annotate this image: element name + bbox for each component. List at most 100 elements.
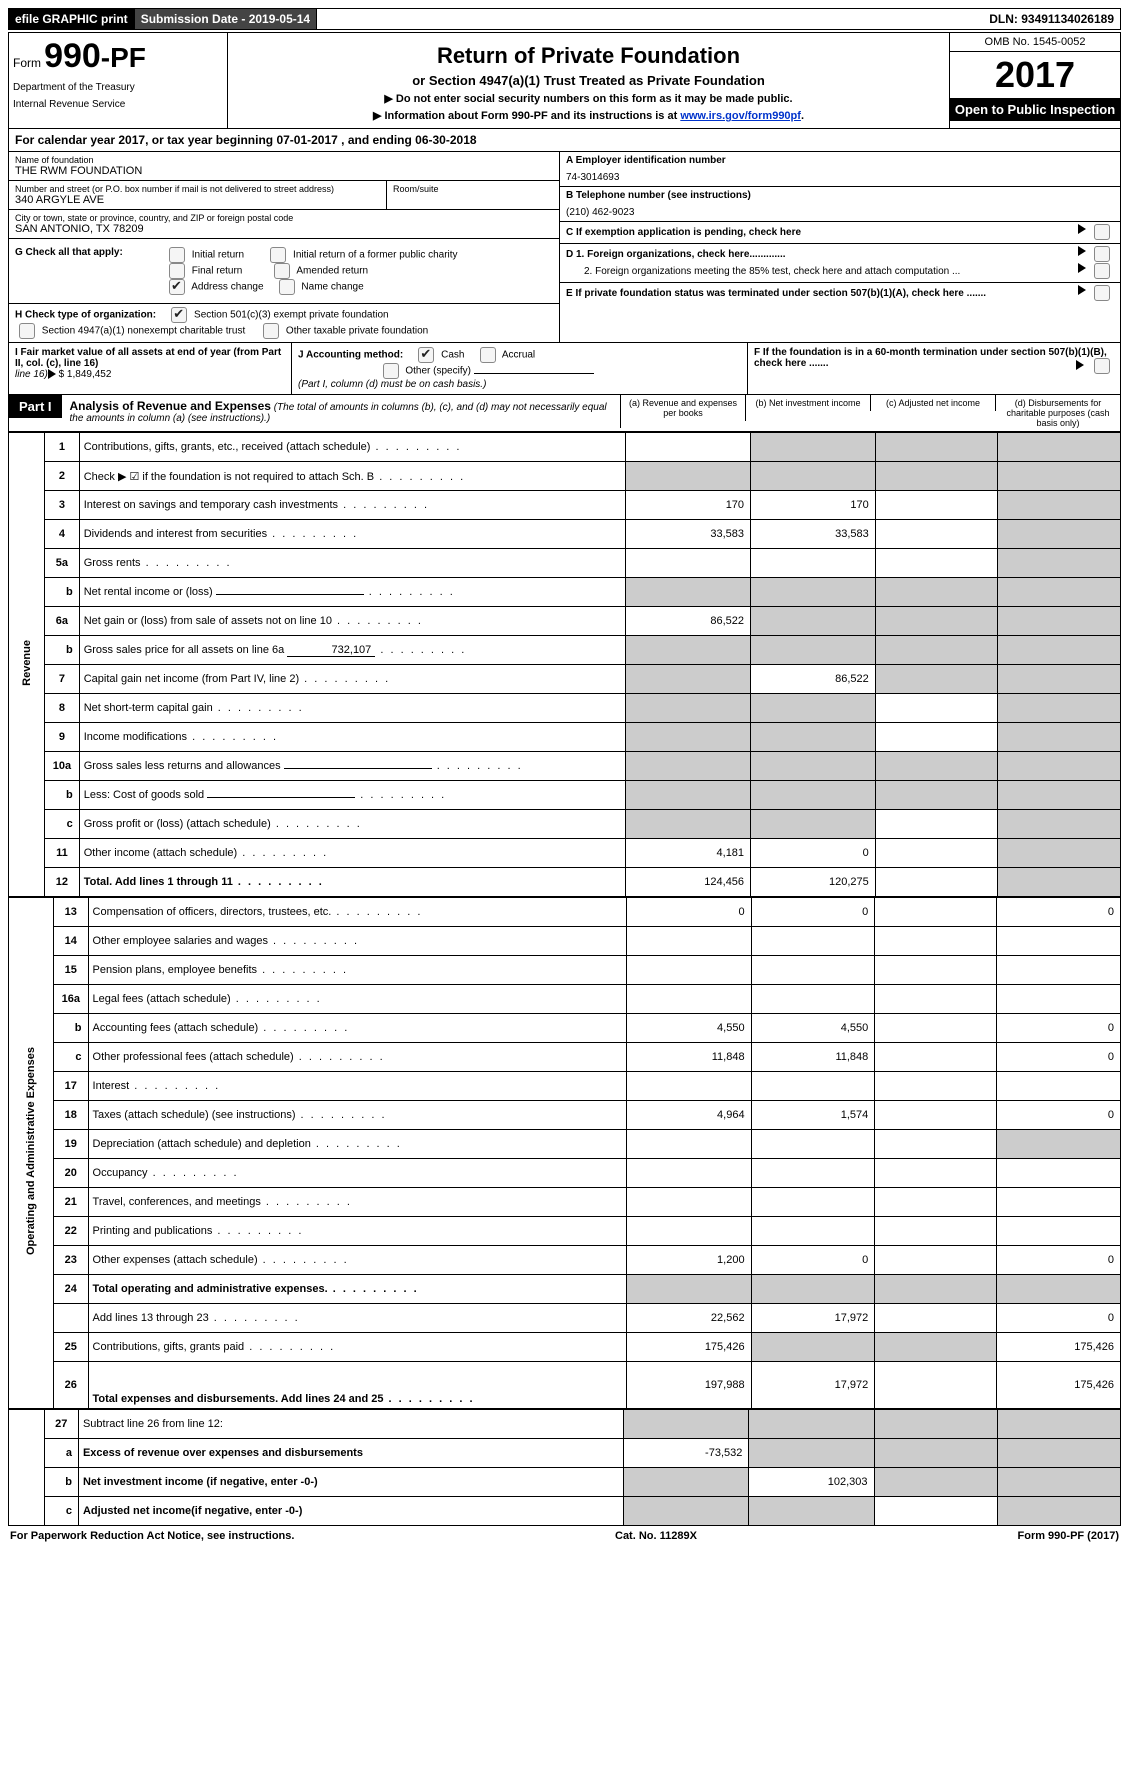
- spacer: [9, 1410, 45, 1526]
- amount-cell: 0: [996, 1246, 1120, 1275]
- irs-link[interactable]: www.irs.gov/form990pf: [680, 110, 801, 122]
- amount-cell: [749, 1410, 874, 1439]
- amount-cell: [751, 1275, 875, 1304]
- arrow-icon: [1078, 224, 1086, 234]
- table-row: 22Printing and publications: [9, 1217, 1121, 1246]
- amount-cell: [998, 462, 1121, 491]
- amount-cell: [875, 927, 997, 956]
- initial-former-checkbox[interactable]: [270, 247, 286, 263]
- line-number: b: [45, 636, 80, 665]
- amount-cell: 175,426: [996, 1333, 1120, 1362]
- amount-cell: [751, 636, 876, 665]
- amount-cell: 175,426: [627, 1333, 751, 1362]
- opt-address-change: Address change: [191, 282, 263, 293]
- line-desc: Total. Add lines 1 through 11: [79, 868, 626, 897]
- line-desc: Other professional fees (attach schedule…: [88, 1043, 627, 1072]
- amount-cell: [626, 462, 751, 491]
- 501c3-checkbox[interactable]: [171, 307, 187, 323]
- name-change-checkbox[interactable]: [279, 279, 295, 295]
- other-method-checkbox[interactable]: [383, 363, 399, 379]
- identity-grid: Name of foundation THE RWM FOUNDATION Nu…: [8, 152, 1121, 343]
- amount-cell: 197,988: [627, 1362, 751, 1409]
- open-public-badge: Open to Public Inspection: [950, 98, 1120, 121]
- opt-other-taxable: Other taxable private foundation: [286, 326, 428, 337]
- amount-cell: 4,550: [627, 1014, 751, 1043]
- table-row: 27Subtract line 26 from line 12:: [9, 1410, 1121, 1439]
- amended-return-checkbox[interactable]: [274, 263, 290, 279]
- line-number: 17: [54, 1072, 89, 1101]
- amount-cell: 17,972: [751, 1304, 875, 1333]
- amount-cell: [874, 1497, 997, 1526]
- dept-treasury: Department of the Treasury: [13, 82, 223, 93]
- top-bar: efile GRAPHIC print Submission Date - 20…: [8, 8, 1121, 30]
- amount-cell: 11,848: [751, 1043, 875, 1072]
- 4947-checkbox[interactable]: [19, 323, 35, 339]
- name-label: Name of foundation: [15, 155, 553, 165]
- line-number: 13: [54, 898, 89, 927]
- line-number: c: [54, 1043, 89, 1072]
- line-number: 11: [45, 839, 80, 868]
- amount-cell: [875, 1275, 997, 1304]
- amount-cell: [875, 1246, 997, 1275]
- c-checkbox[interactable]: [1094, 224, 1110, 240]
- amount-cell: 0: [996, 1014, 1120, 1043]
- amount-cell: [751, 752, 876, 781]
- table-row: 23Other expenses (attach schedule)1,2000…: [9, 1246, 1121, 1275]
- amount-cell: [751, 1072, 875, 1101]
- amount-cell: [998, 549, 1121, 578]
- fmv-value: $ 1,849,452: [59, 369, 112, 380]
- f-checkbox[interactable]: [1094, 358, 1110, 374]
- amount-cell: 33,583: [751, 520, 876, 549]
- d2-checkbox[interactable]: [1094, 263, 1110, 279]
- amount-cell: 17,972: [751, 1362, 875, 1409]
- initial-return-checkbox[interactable]: [169, 247, 185, 263]
- line-desc: Compensation of officers, directors, tru…: [88, 898, 627, 927]
- amount-cell: 170: [626, 491, 751, 520]
- line-number: [54, 1304, 89, 1333]
- amount-cell: 4,181: [626, 839, 751, 868]
- tax-year: 2017: [950, 52, 1120, 98]
- d1-checkbox[interactable]: [1094, 246, 1110, 262]
- foundation-name-cell: Name of foundation THE RWM FOUNDATION: [9, 152, 559, 181]
- amount-cell: 124,456: [626, 868, 751, 897]
- cash-checkbox[interactable]: [418, 347, 434, 363]
- amount-cell: [751, 927, 875, 956]
- line-number: 23: [54, 1246, 89, 1275]
- amount-cell: [996, 1130, 1120, 1159]
- line-number: 24: [54, 1275, 89, 1304]
- c-label: C If exemption application is pending, c…: [566, 227, 801, 238]
- amount-cell: [998, 810, 1121, 839]
- opt-other-method: Other (specify): [405, 366, 471, 377]
- opt-4947: Section 4947(a)(1) nonexempt charitable …: [42, 326, 245, 337]
- table-row: aExcess of revenue over expenses and dis…: [9, 1439, 1121, 1468]
- amount-cell: [875, 607, 998, 636]
- amount-cell: [874, 1410, 997, 1439]
- amount-cell: [751, 1159, 875, 1188]
- amount-cell: 0: [996, 1043, 1120, 1072]
- opt-final: Final return: [192, 266, 243, 277]
- line-desc: Total expenses and disbursements. Add li…: [88, 1362, 627, 1409]
- line-desc: Legal fees (attach schedule): [88, 985, 627, 1014]
- col-a-head: (a) Revenue and expenses per books: [621, 395, 746, 421]
- line-number: b: [54, 1014, 89, 1043]
- paperwork-notice: For Paperwork Reduction Act Notice, see …: [10, 1530, 294, 1542]
- table-row: bGross sales price for all assets on lin…: [9, 636, 1121, 665]
- opt-amended: Amended return: [296, 266, 368, 277]
- other-taxable-checkbox[interactable]: [263, 323, 279, 339]
- line-number: 20: [54, 1159, 89, 1188]
- line-number: 5a: [45, 549, 80, 578]
- line-desc: Add lines 13 through 23: [88, 1304, 627, 1333]
- amount-cell: [875, 665, 998, 694]
- accrual-checkbox[interactable]: [480, 347, 496, 363]
- final-return-checkbox[interactable]: [169, 263, 185, 279]
- amount-cell: [996, 956, 1120, 985]
- amount-cell: [627, 1217, 751, 1246]
- address-change-checkbox[interactable]: [169, 279, 185, 295]
- amount-cell: [624, 1410, 749, 1439]
- line-desc: Contributions, gifts, grants, etc., rece…: [79, 433, 626, 462]
- phone-label: B Telephone number (see instructions): [566, 190, 751, 201]
- e-checkbox[interactable]: [1094, 285, 1110, 301]
- amount-cell: [998, 752, 1121, 781]
- line-number: 9: [45, 723, 80, 752]
- omb-number: OMB No. 1545-0052: [950, 33, 1120, 52]
